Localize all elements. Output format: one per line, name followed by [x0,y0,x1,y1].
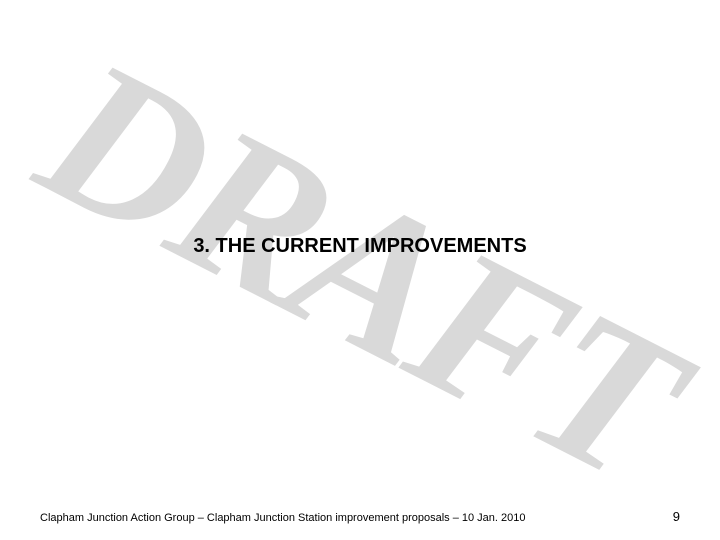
draft-watermark: DRAFT [7,11,714,530]
page-number: 9 [673,509,680,524]
document-page: DRAFT 3. THE CURRENT IMPROVEMENTS Clapha… [0,0,720,540]
footer-text: Clapham Junction Action Group – Clapham … [40,512,526,524]
section-heading: 3. THE CURRENT IMPROVEMENTS [0,235,720,258]
